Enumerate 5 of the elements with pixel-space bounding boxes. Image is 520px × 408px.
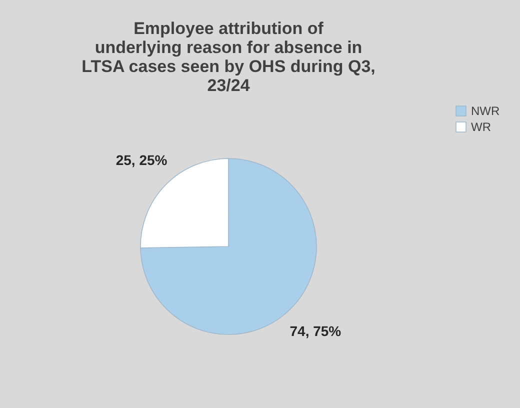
data-label: 74, 75% xyxy=(290,323,342,340)
chart-title: Employee attribution of underlying reason for absence in LTSA cases seen by OHS during Q3, 23/24 xyxy=(82,19,376,95)
data-label: 25, 25% xyxy=(116,152,168,168)
legend-label: WR xyxy=(471,120,492,134)
legend-label: NWR xyxy=(471,104,500,118)
